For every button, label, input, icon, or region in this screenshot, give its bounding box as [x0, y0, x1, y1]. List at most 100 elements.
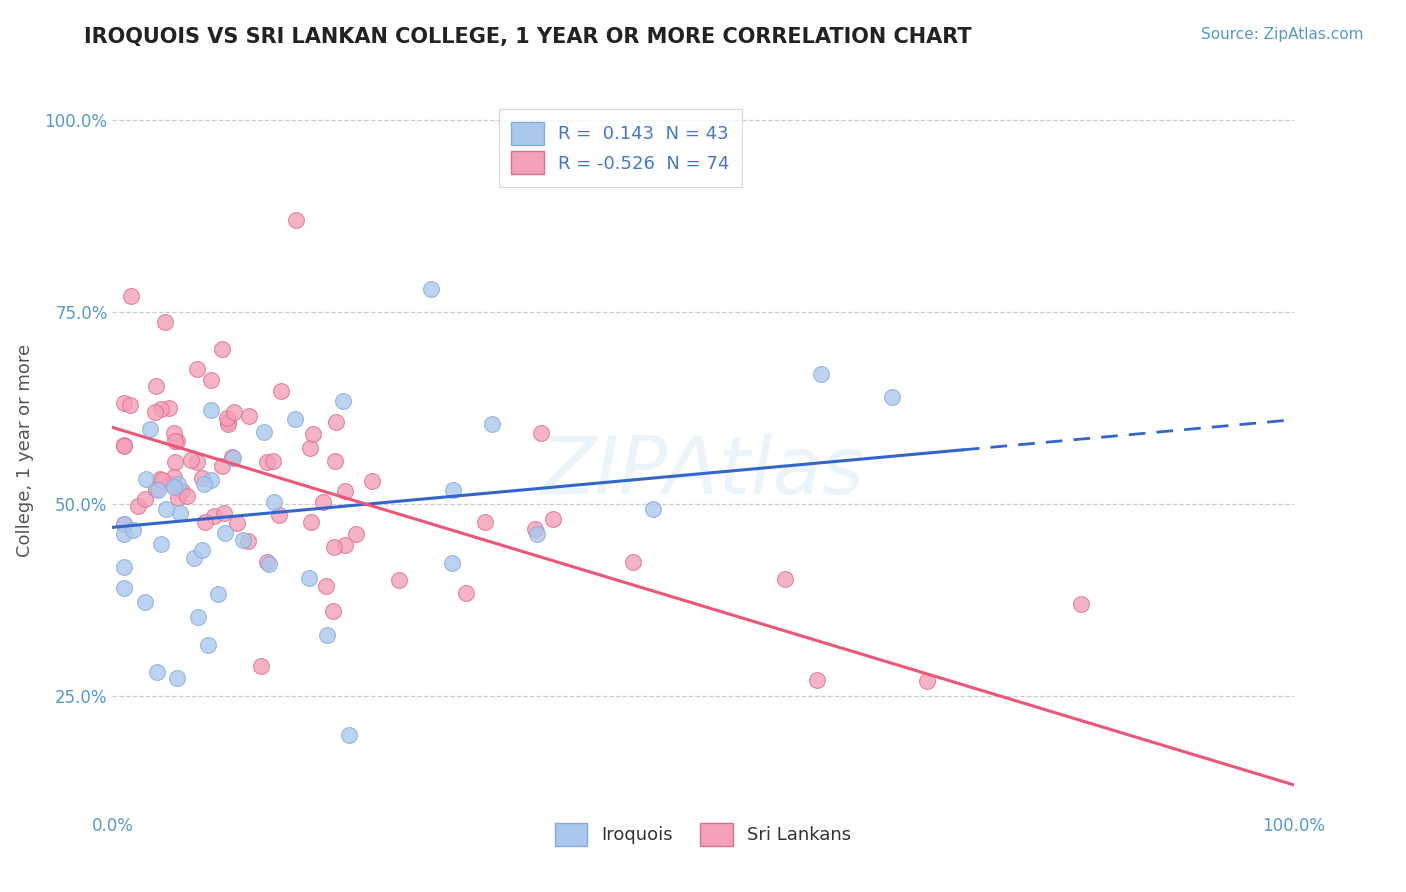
- Point: [263, 495, 285, 509]
- Point: [257, 557, 280, 571]
- Point: [165, 455, 187, 469]
- Point: [148, 483, 170, 497]
- Text: ZIPAtlas: ZIPAtlas: [541, 434, 865, 511]
- Point: [186, 455, 208, 469]
- Point: [454, 586, 477, 600]
- Point: [153, 315, 176, 329]
- Point: [217, 415, 239, 429]
- Point: [284, 412, 307, 426]
- Point: [194, 515, 217, 529]
- Point: [322, 604, 344, 618]
- Point: [211, 342, 233, 356]
- Point: [143, 405, 166, 419]
- Point: [337, 728, 360, 742]
- Point: [215, 411, 238, 425]
- Point: [180, 452, 202, 467]
- Point: [121, 523, 143, 537]
- Text: IROQUOIS VS SRI LANKAN COLLEGE, 1 YEAR OR MORE CORRELATION CHART: IROQUOIS VS SRI LANKAN COLLEGE, 1 YEAR O…: [84, 27, 972, 46]
- Point: [643, 501, 665, 516]
- Point: [163, 426, 186, 441]
- Point: [316, 628, 339, 642]
- Point: [146, 665, 169, 679]
- Point: [262, 454, 284, 468]
- Point: [183, 551, 205, 566]
- Point: [344, 527, 367, 541]
- Point: [167, 476, 190, 491]
- Point: [880, 390, 903, 404]
- Point: [166, 671, 188, 685]
- Point: [138, 422, 160, 436]
- Point: [120, 289, 142, 303]
- Point: [325, 415, 347, 429]
- Point: [207, 587, 229, 601]
- Point: [166, 434, 188, 448]
- Legend: Iroquois, Sri Lankans: Iroquois, Sri Lankans: [544, 812, 862, 857]
- Point: [323, 454, 346, 468]
- Point: [134, 595, 156, 609]
- Point: [388, 574, 411, 588]
- Point: [157, 401, 180, 416]
- Point: [197, 638, 219, 652]
- Point: [236, 534, 259, 549]
- Point: [917, 674, 939, 689]
- Point: [335, 484, 357, 499]
- Point: [200, 403, 222, 417]
- Point: [134, 491, 156, 506]
- Point: [775, 573, 797, 587]
- Point: [441, 556, 464, 570]
- Point: [217, 417, 239, 431]
- Point: [200, 474, 222, 488]
- Point: [256, 455, 278, 469]
- Y-axis label: College, 1 year or more: College, 1 year or more: [15, 344, 34, 557]
- Point: [333, 538, 356, 552]
- Point: [112, 438, 135, 452]
- Point: [114, 439, 136, 453]
- Point: [149, 537, 172, 551]
- Point: [299, 442, 322, 456]
- Point: [193, 477, 215, 491]
- Point: [332, 394, 354, 409]
- Point: [810, 367, 832, 381]
- Point: [202, 509, 225, 524]
- Point: [1070, 597, 1092, 611]
- Point: [112, 526, 135, 541]
- Point: [301, 427, 323, 442]
- Point: [441, 483, 464, 497]
- Point: [526, 527, 548, 541]
- Point: [186, 361, 208, 376]
- Point: [187, 610, 209, 624]
- Point: [361, 474, 384, 488]
- Point: [284, 212, 307, 227]
- Point: [112, 581, 135, 595]
- Point: [112, 396, 135, 410]
- Point: [232, 533, 254, 547]
- Point: [523, 522, 546, 536]
- Point: [145, 483, 167, 497]
- Point: [149, 401, 172, 416]
- Point: [323, 540, 346, 554]
- Point: [530, 425, 553, 440]
- Point: [299, 515, 322, 529]
- Point: [150, 473, 173, 487]
- Point: [256, 555, 278, 569]
- Point: [145, 378, 167, 392]
- Point: [163, 480, 186, 494]
- Point: [621, 556, 644, 570]
- Point: [269, 508, 291, 522]
- Point: [250, 659, 273, 673]
- Point: [112, 517, 135, 532]
- Point: [200, 373, 222, 387]
- Point: [211, 458, 233, 473]
- Point: [160, 476, 183, 491]
- Point: [176, 489, 198, 503]
- Point: [163, 470, 186, 484]
- Point: [253, 425, 276, 440]
- Point: [170, 483, 193, 498]
- Point: [420, 282, 443, 296]
- Point: [149, 472, 172, 486]
- Point: [155, 502, 177, 516]
- Point: [238, 409, 260, 424]
- Point: [127, 499, 149, 513]
- Point: [226, 516, 249, 530]
- Point: [191, 471, 214, 485]
